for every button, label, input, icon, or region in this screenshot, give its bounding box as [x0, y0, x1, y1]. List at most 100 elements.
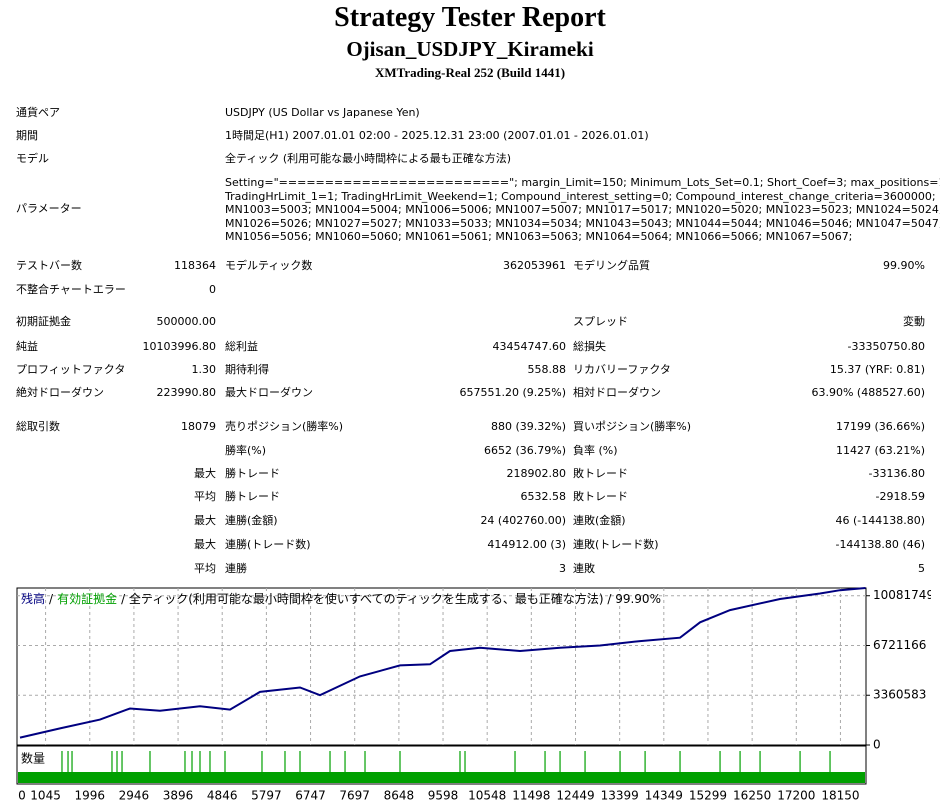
- volume-band: [18, 772, 865, 783]
- x-tick-label: 9598: [428, 789, 459, 803]
- param-line: MN1056=5056; MN1060=5060; MN1061=5061; M…: [225, 230, 853, 243]
- stat-label: リカバリーファクタ: [573, 363, 671, 376]
- stat-value: 223990.80: [156, 386, 217, 399]
- stat-value: 118364: [174, 259, 216, 272]
- stat-label: 最大ドローダウン: [225, 386, 313, 399]
- volume-label: 数量: [21, 751, 45, 766]
- x-tick-label: 11498: [512, 789, 550, 803]
- stat-value: 362053961: [503, 259, 566, 272]
- x-tick-label: 6747: [295, 789, 326, 803]
- info-label: 期間: [16, 129, 38, 142]
- stat-value: 18079: [181, 420, 216, 433]
- legend-entry: 残高: [21, 591, 45, 606]
- y-tick-label: 0: [873, 738, 881, 752]
- param-line: Setting="========================="; mar…: [225, 176, 940, 189]
- stat-value: 3: [559, 562, 566, 575]
- stat-value: 17199 (36.66%): [835, 420, 925, 433]
- stat-label: 買いポジション(勝率%): [573, 420, 692, 433]
- stat-value: 558.88: [527, 363, 567, 376]
- param-line: TradingHrLimit_1=1; TradingHrLimit_Weeke…: [225, 189, 936, 203]
- stat-value: 0: [209, 283, 216, 296]
- stat-label: 相対ドローダウン: [573, 386, 661, 399]
- stat-value: 218902.80: [506, 467, 567, 480]
- stat-value: 11427 (63.21%): [835, 444, 925, 457]
- stat-label: 勝率(%): [225, 444, 267, 457]
- equity-line: [19, 587, 866, 739]
- stat-label: プロフィットファクタ: [16, 363, 126, 376]
- info-value: 全ティック (利用可能な最小時間枠による最も正確な方法): [225, 152, 512, 165]
- x-tick-label: 18150: [821, 789, 859, 803]
- stat-value: 657551.20 (9.25%): [459, 386, 566, 399]
- stat-value: 99.90%: [883, 259, 925, 272]
- plot-frame: [16, 587, 867, 746]
- info-value: USDJPY (US Dollar vs Japanese Yen): [225, 106, 420, 119]
- x-tick-label: 17200: [777, 789, 815, 803]
- legend-entry: 有効証拠金: [57, 591, 117, 606]
- param-line: MN1026=5026; MN1027=5027; MN1033=5033; M…: [225, 216, 940, 230]
- stat-value: -33350750.80: [847, 340, 925, 353]
- y-tick-label: 6721166: [873, 638, 926, 652]
- stat-label: モデリング品質: [573, 259, 650, 272]
- x-tick-label: 12449: [556, 789, 594, 803]
- stat-value: -144138.80 (46): [835, 538, 925, 551]
- stat-value: 5: [918, 562, 925, 575]
- stat-value: 1.30: [191, 363, 217, 376]
- stat-label: 絶対ドローダウン: [16, 386, 104, 399]
- stat-label: 総損失: [573, 340, 606, 353]
- info-label: モデル: [16, 152, 49, 165]
- info-value: 1時間足(H1) 2007.01.01 02:00 - 2025.12.31 2…: [225, 129, 649, 142]
- stat-label: 勝トレード: [225, 490, 280, 503]
- stat-label: 期待利得: [225, 363, 269, 376]
- x-tick-label: 14349: [645, 789, 683, 803]
- stat-label: 連勝(トレード数): [225, 538, 311, 551]
- stat-value: 変動: [903, 315, 925, 328]
- report-title: Strategy Tester Report: [334, 2, 606, 33]
- x-tick-label: 15299: [689, 789, 727, 803]
- stat-value: 414912.00 (3): [487, 538, 566, 551]
- stat-label: 初期証拠金: [16, 315, 71, 328]
- x-tick-label: 2946: [119, 789, 150, 803]
- stat-value: 6532.58: [520, 490, 567, 503]
- x-tick-label: 16250: [733, 789, 771, 803]
- param-label: パラメーター: [16, 202, 82, 215]
- report-subtitle: Ojisan_USDJPY_Kirameki: [346, 37, 594, 61]
- param-line: MN1003=5003; MN1004=5004; MN1006=5006; M…: [225, 203, 940, 216]
- stat-label: 総利益: [225, 340, 258, 353]
- stat-value: 平均: [194, 562, 216, 575]
- stat-label: スプレッド: [573, 315, 628, 328]
- y-tick-label: 3360583: [873, 688, 926, 702]
- x-tick-label: 1045: [30, 789, 61, 803]
- stat-value: 10103996.80: [142, 340, 216, 353]
- stat-value: 最大: [194, 538, 216, 551]
- stat-value: -2918.59: [875, 490, 925, 503]
- stat-value: 880 (39.32%): [490, 420, 566, 433]
- stat-label: 敗トレード: [573, 467, 628, 480]
- x-tick-label: 7697: [339, 789, 370, 803]
- legend: 残高 / 有効証拠金 / 全ティック(利用可能な最小時間枠を使いすべてのティックを生成…: [21, 591, 661, 606]
- server: XMTrading-Real 252 (Build 1441): [374, 65, 566, 80]
- stat-label: モデルティック数: [225, 259, 313, 272]
- legend-separator: /: [49, 592, 54, 606]
- x-tick-label: 13399: [601, 789, 639, 803]
- stat-label: 純益: [16, 340, 38, 353]
- stat-value: 500000.00: [156, 315, 217, 328]
- x-tick-label: 1996: [74, 789, 105, 803]
- x-tick-label: 10548: [468, 789, 506, 803]
- stat-value: -33136.80: [868, 467, 925, 480]
- x-tick-label: 3896: [163, 789, 194, 803]
- stat-label: テストバー数: [16, 259, 82, 272]
- stat-value: 6652 (36.79%): [483, 444, 566, 457]
- stat-label: 連敗(金額): [573, 514, 626, 527]
- stat-label: 売りポジション(勝率%): [225, 420, 344, 433]
- x-tick-label: 5797: [251, 789, 282, 803]
- stat-label: 連敗(トレード数): [573, 538, 659, 551]
- stat-label: 不整合チャートエラー: [16, 283, 126, 296]
- stat-value: 平均: [194, 490, 216, 503]
- stat-value: 46 (-144138.80): [835, 514, 925, 527]
- stat-value: 最大: [194, 514, 216, 527]
- stat-label: 総取引数: [16, 420, 60, 433]
- stat-value: 24 (402760.00): [480, 514, 566, 527]
- stat-label: 連勝: [225, 562, 247, 575]
- x-tick-label: 4846: [207, 789, 238, 803]
